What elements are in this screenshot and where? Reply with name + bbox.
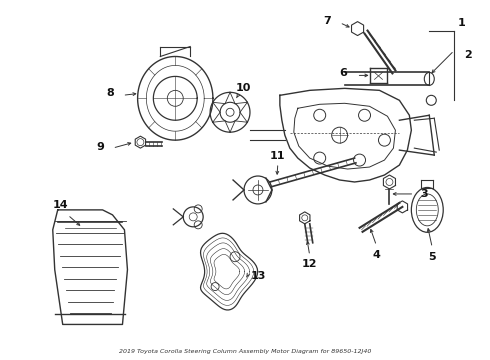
Text: 6: 6 (340, 68, 347, 78)
Text: 3: 3 (420, 189, 428, 199)
Text: 2019 Toyota Corolla Steering Column Assembly Motor Diagram for 89650-12J40: 2019 Toyota Corolla Steering Column Asse… (119, 349, 371, 354)
Text: 11: 11 (270, 151, 286, 161)
Text: 14: 14 (53, 200, 69, 210)
Text: 9: 9 (97, 142, 104, 152)
Text: 2: 2 (464, 50, 472, 60)
Text: 1: 1 (457, 18, 465, 28)
Text: 7: 7 (323, 15, 331, 26)
Text: 10: 10 (235, 84, 251, 93)
Text: 12: 12 (302, 259, 318, 269)
Text: 5: 5 (428, 252, 436, 262)
Text: 4: 4 (372, 250, 380, 260)
Text: 13: 13 (250, 271, 266, 281)
Text: 8: 8 (107, 88, 114, 98)
